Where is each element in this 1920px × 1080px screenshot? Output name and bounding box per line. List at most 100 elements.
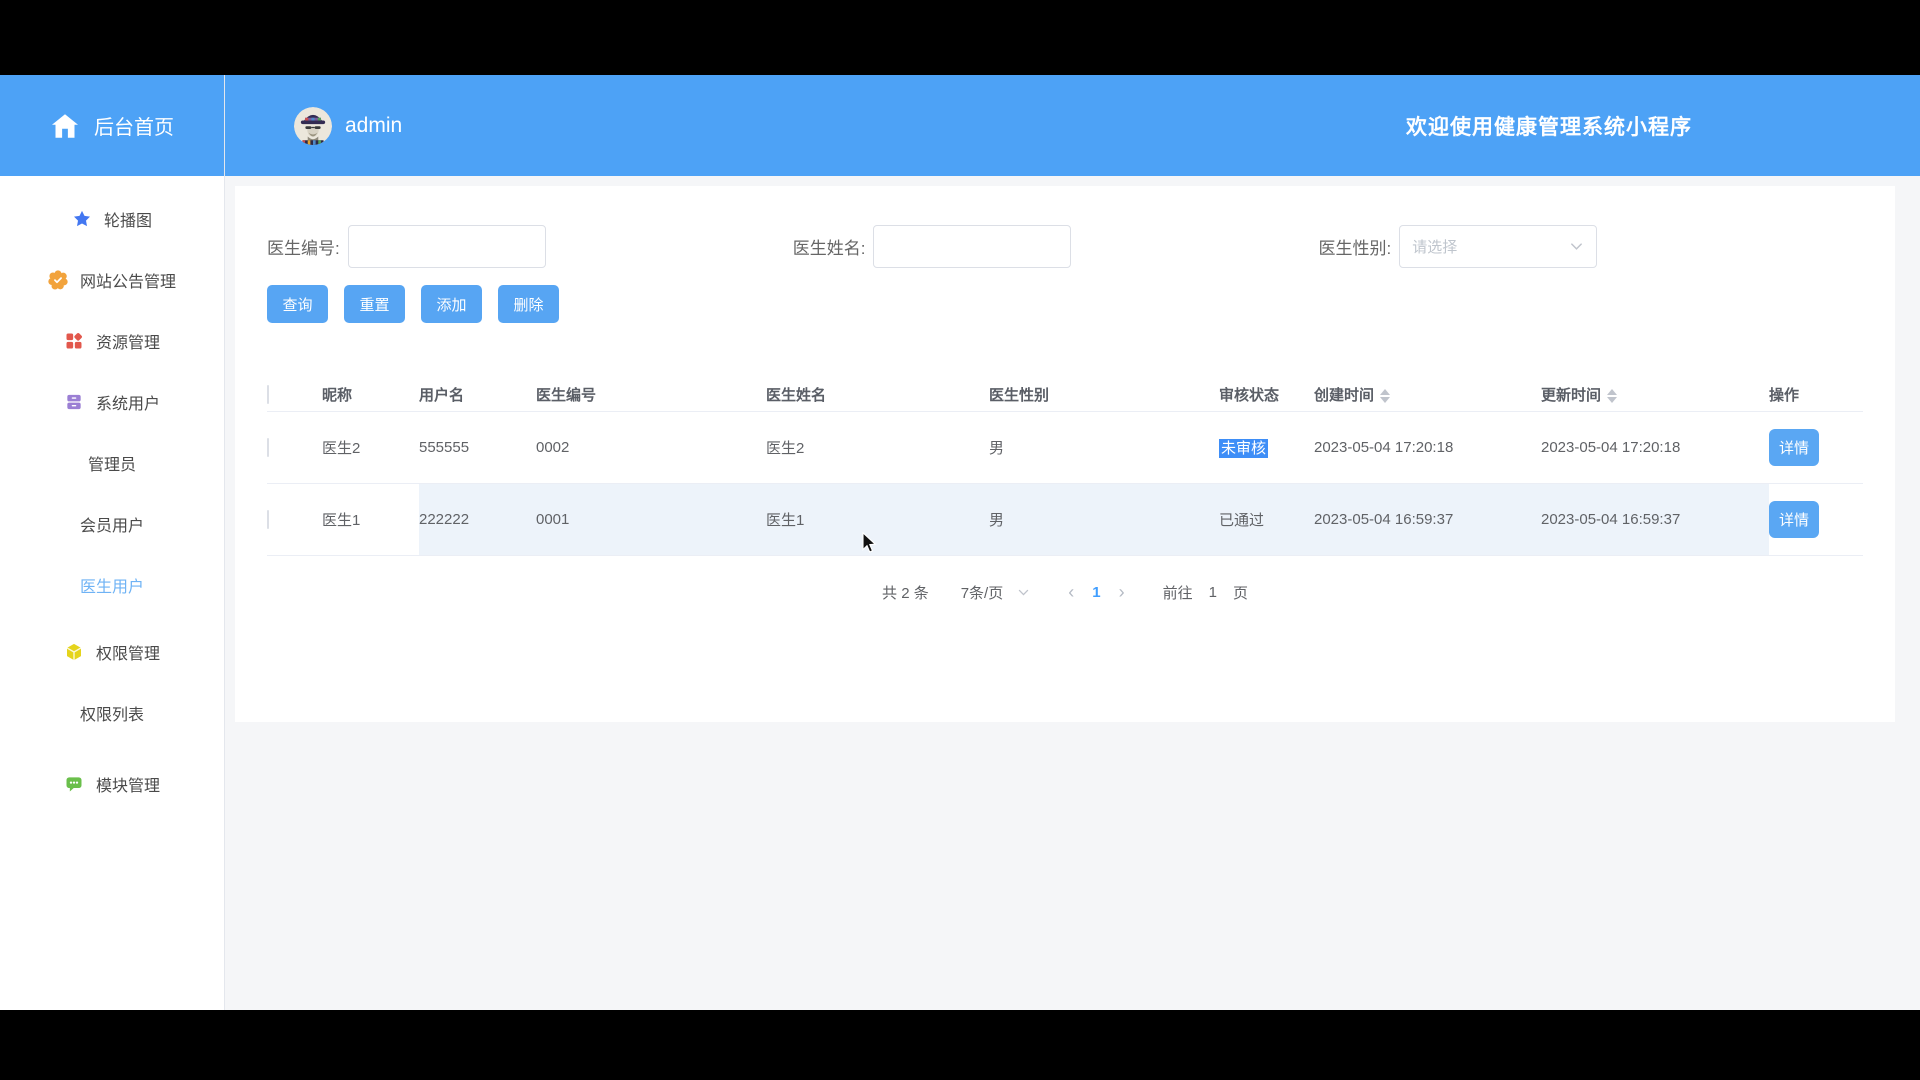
- col-updated: 更新时间: [1541, 384, 1769, 405]
- sidebar-item-permission-list[interactable]: 权限列表: [0, 682, 224, 743]
- sidebar-item-announcements[interactable]: 网站公告管理: [0, 249, 224, 310]
- sort-icon[interactable]: [1380, 389, 1391, 404]
- select-placeholder: 请选择: [1412, 239, 1458, 256]
- welcome-text: 欢迎使用健康管理系统小程序: [1406, 115, 1692, 139]
- cell-username: 222222: [419, 484, 536, 555]
- doctor-gender-select[interactable]: 请选择: [1399, 225, 1598, 268]
- toolbar: 查询 重置 添加 删除: [267, 285, 1863, 323]
- sidebar-item-carousel[interactable]: 轮播图: [0, 188, 224, 249]
- cell-updated: 2023-05-04 17:20:18: [1541, 439, 1681, 456]
- sort-icon[interactable]: [1607, 389, 1618, 404]
- delete-button[interactable]: 删除: [498, 285, 559, 323]
- cell-doctor-name: 医生1: [766, 484, 989, 555]
- table-header-row: 昵称 用户名 医生编号 医生姓名 医生性别 审核状态 创建时间 更新时间 操作: [267, 378, 1863, 412]
- col-nickname: 昵称: [322, 387, 353, 404]
- sidebar-item-permission-mgmt[interactable]: 权限管理: [0, 621, 224, 682]
- sidebar-home-button[interactable]: 后台首页: [0, 75, 224, 176]
- sidebar-home-label: 后台首页: [94, 117, 174, 139]
- cell-doctor-no: 0001: [536, 484, 766, 555]
- grid-icon: [64, 331, 84, 351]
- col-gender: 医生性别: [989, 387, 1050, 404]
- sidebar-item-doctor-users[interactable]: 医生用户: [0, 554, 224, 615]
- top-header: admin 欢迎使用健康管理系统小程序: [225, 75, 1920, 176]
- avatar[interactable]: [294, 106, 332, 145]
- goto-suffix: 页: [1232, 585, 1248, 602]
- row-checkbox[interactable]: [267, 510, 269, 529]
- cube-icon: [64, 642, 84, 662]
- sidebar-item-label: 会员用户: [79, 517, 144, 535]
- table-row: 医生2 555555 0002 医生2 男 未审核 2023-05-04 17:…: [267, 412, 1863, 484]
- row-checkbox[interactable]: [267, 438, 269, 457]
- main-content: admin 欢迎使用健康管理系统小程序 医生编号: 医生姓名: 医生性别: 请选…: [225, 75, 1920, 1010]
- doctor-users-panel: 医生编号: 医生姓名: 医生性别: 请选择 查询 重置: [235, 186, 1895, 722]
- chevron-down-icon: [1569, 239, 1584, 254]
- doctor-name-input[interactable]: [873, 225, 1072, 268]
- home-icon: [50, 111, 80, 141]
- badge-check-icon: [48, 269, 68, 290]
- sidebar-item-label: 模块管理: [95, 777, 160, 795]
- username-label[interactable]: admin: [345, 113, 403, 137]
- sidebar-item-label: 管理员: [87, 456, 136, 474]
- goto-page-input[interactable]: 1: [1208, 584, 1217, 601]
- cell-status: 未审核: [1219, 437, 1314, 458]
- add-button[interactable]: 添加: [421, 285, 482, 323]
- doctor-no-input[interactable]: [347, 225, 546, 268]
- detail-button[interactable]: 详情: [1769, 501, 1819, 538]
- cell-nickname: 医生1: [322, 512, 361, 529]
- reset-button[interactable]: 重置: [344, 285, 405, 323]
- cell-status: 已通过: [1219, 484, 1314, 555]
- sidebar-item-admins[interactable]: 管理员: [0, 432, 224, 493]
- doctor-gender-label: 医生性别:: [1318, 239, 1392, 258]
- doctor-no-label: 医生编号:: [267, 239, 340, 258]
- chevron-down-icon: [1017, 586, 1030, 599]
- cell-created: 2023-05-04 17:20:18: [1314, 439, 1454, 456]
- sidebar-menu: 轮播图 网站公告管理: [0, 176, 224, 814]
- status-badge: 已通过: [1219, 512, 1265, 529]
- col-doctor-name: 医生姓名: [766, 387, 827, 404]
- col-created: 创建时间: [1314, 384, 1541, 405]
- next-page-button[interactable]: ›: [1118, 582, 1125, 602]
- cell-gender: 男: [989, 484, 1219, 555]
- filter-row: 医生编号: 医生姓名: 医生性别: 请选择: [267, 186, 1863, 268]
- cell-nickname: 医生2: [322, 440, 361, 457]
- cell-gender: 男: [989, 440, 1005, 457]
- star-icon: [72, 209, 92, 229]
- select-all-checkbox[interactable]: [267, 385, 269, 404]
- cell-created: 2023-05-04 16:59:37: [1314, 484, 1541, 555]
- goto-label: 前往: [1162, 585, 1193, 602]
- sidebar-item-label: 资源管理: [95, 334, 160, 352]
- cell-username: 555555: [419, 439, 470, 456]
- sidebar-item-label: 网站公告管理: [79, 273, 176, 291]
- pagination: 共 2 条 7条/页 ‹ 1 › 前往 1 页: [267, 582, 1863, 603]
- doctor-table: 昵称 用户名 医生编号 医生姓名 医生性别 审核状态 创建时间 更新时间 操作: [267, 378, 1863, 556]
- sidebar-item-label: 权限管理: [95, 645, 160, 663]
- sidebar-item-label: 轮播图: [103, 212, 152, 230]
- sidebar-item-system-users[interactable]: 系统用户: [0, 371, 224, 432]
- cell-doctor-no: 0002: [536, 439, 570, 456]
- pagination-total: 共 2 条: [882, 585, 929, 602]
- page-number[interactable]: 1: [1092, 584, 1101, 601]
- col-doctor-no: 医生编号: [536, 387, 597, 404]
- sidebar: 后台首页 轮播图: [0, 75, 225, 1010]
- detail-button[interactable]: 详情: [1769, 429, 1819, 466]
- page-size-select[interactable]: 7条/页: [961, 582, 1031, 603]
- sidebar-item-member-users[interactable]: 会员用户: [0, 493, 224, 554]
- drawer-icon: [64, 392, 84, 412]
- sidebar-item-resources[interactable]: 资源管理: [0, 310, 224, 371]
- app-window: 后台首页 轮播图: [0, 75, 1920, 1010]
- sidebar-item-label: 系统用户: [95, 395, 160, 413]
- table-row: 医生1 222222 0001 医生1 男 已通过 2023-05-04 16:…: [267, 484, 1863, 556]
- sidebar-item-module-mgmt[interactable]: 模块管理: [0, 753, 224, 814]
- col-actions: 操作: [1769, 387, 1800, 404]
- col-status: 审核状态: [1219, 387, 1280, 404]
- search-button[interactable]: 查询: [267, 285, 328, 323]
- status-badge: 未审核: [1219, 439, 1269, 458]
- cell-updated: 2023-05-04 16:59:37: [1541, 484, 1769, 555]
- cell-doctor-name: 医生2: [766, 440, 805, 457]
- doctor-name-label: 医生姓名:: [792, 239, 866, 258]
- chat-icon: [64, 774, 84, 794]
- col-username: 用户名: [419, 387, 465, 404]
- prev-page-button[interactable]: ‹: [1068, 582, 1075, 602]
- sidebar-item-label: 医生用户: [79, 578, 144, 596]
